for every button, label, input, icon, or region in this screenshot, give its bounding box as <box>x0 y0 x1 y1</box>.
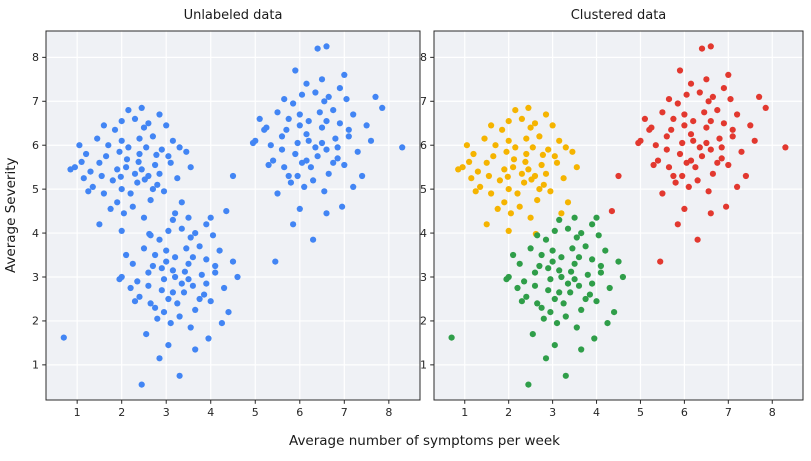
series-cluster-red <box>608 43 789 265</box>
plot-background <box>434 31 803 400</box>
clustered-scatter-plot: 1 2 3 4 5 6 7 8 1 2 3 4 5 6 7 8 <box>420 30 804 419</box>
svg-text:8: 8 <box>32 51 39 64</box>
svg-text:7: 7 <box>420 95 427 108</box>
svg-text:3: 3 <box>420 271 427 284</box>
scatter-points <box>448 43 789 388</box>
svg-text:7: 7 <box>725 406 732 419</box>
svg-text:2: 2 <box>505 406 512 419</box>
svg-text:5: 5 <box>32 183 39 196</box>
svg-text:2: 2 <box>118 406 125 419</box>
unlabeled-scatter-plot: 1 2 3 4 5 6 7 8 1 2 3 4 5 6 7 8 <box>32 30 421 419</box>
axes-spines <box>45 30 421 401</box>
svg-text:5: 5 <box>252 406 259 419</box>
svg-text:1: 1 <box>461 406 468 419</box>
svg-text:4: 4 <box>593 406 600 419</box>
svg-text:2: 2 <box>32 315 39 328</box>
axes-spines <box>433 30 804 401</box>
svg-text:4: 4 <box>32 227 39 240</box>
svg-text:2: 2 <box>420 315 427 328</box>
right-plot-title: Clustered data <box>570 8 667 23</box>
svg-text:6: 6 <box>32 139 39 152</box>
series-cluster-yellow <box>455 104 580 238</box>
gridlines <box>46 31 420 400</box>
svg-text:7: 7 <box>32 95 39 108</box>
svg-text:4: 4 <box>420 227 427 240</box>
svg-text:5: 5 <box>637 406 644 419</box>
svg-text:3: 3 <box>549 406 556 419</box>
y-tick-labels: 1 2 3 4 5 6 7 8 <box>32 51 46 372</box>
x-axis-label: Average number of symptoms per week <box>289 433 560 449</box>
svg-text:5: 5 <box>420 183 427 196</box>
svg-text:6: 6 <box>681 406 688 419</box>
svg-text:1: 1 <box>420 359 427 372</box>
x-tick-labels: 1 2 3 4 5 6 7 8 <box>74 400 392 419</box>
svg-text:1: 1 <box>74 406 81 419</box>
svg-text:1: 1 <box>32 359 39 372</box>
y-axis-label: Average Severity <box>3 157 19 274</box>
x-tick-labels: 1 2 3 4 5 6 7 8 <box>461 400 776 419</box>
svg-text:6: 6 <box>296 406 303 419</box>
series-cluster-green <box>448 214 626 388</box>
svg-text:3: 3 <box>163 406 170 419</box>
svg-text:8: 8 <box>420 51 427 64</box>
left-plot-title: Unlabeled data <box>183 8 283 23</box>
y-tick-labels: 1 2 3 4 5 6 7 8 <box>420 51 434 372</box>
svg-text:6: 6 <box>420 139 427 152</box>
svg-text:7: 7 <box>341 406 348 419</box>
plot-background <box>46 31 420 400</box>
series-unlabeled <box>60 43 406 388</box>
svg-text:3: 3 <box>32 271 39 284</box>
svg-text:8: 8 <box>385 406 392 419</box>
svg-text:4: 4 <box>207 406 214 419</box>
svg-text:8: 8 <box>769 406 776 419</box>
scatter-points <box>60 43 406 388</box>
